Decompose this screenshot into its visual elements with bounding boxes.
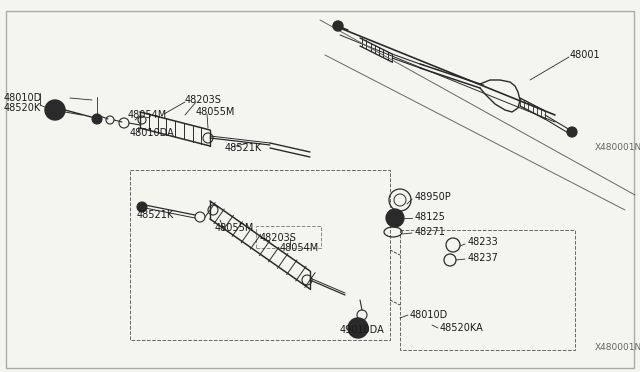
Text: X480001N: X480001N [595,343,640,352]
Text: 48203S: 48203S [260,233,297,243]
Text: 48010D: 48010D [410,310,448,320]
Text: 48520KA: 48520KA [440,323,484,333]
Text: 48521K: 48521K [137,210,174,220]
Circle shape [50,105,60,115]
Text: X480001N: X480001N [595,144,640,153]
Circle shape [391,214,399,222]
Text: 49010DA: 49010DA [340,325,385,335]
Text: 48125: 48125 [415,212,446,222]
Text: 48054M: 48054M [128,110,167,120]
Bar [256,226,321,248]
Text: 48233: 48233 [468,237,499,247]
Circle shape [348,318,368,338]
Text: 48055M: 48055M [215,223,254,233]
Text: 48001: 48001 [570,50,600,60]
Text: 48055M: 48055M [196,107,236,117]
Circle shape [333,21,343,31]
Text: 48520K: 48520K [4,103,41,113]
Circle shape [353,323,363,333]
Circle shape [92,114,102,124]
Circle shape [137,202,147,212]
Text: 48271: 48271 [415,227,446,237]
Circle shape [386,209,404,227]
Circle shape [45,100,65,120]
Text: 48010DA: 48010DA [130,128,175,138]
Text: 48237: 48237 [468,253,499,263]
Text: 48203S: 48203S [185,95,222,105]
Circle shape [567,127,577,137]
Text: 48521K: 48521K [225,143,262,153]
Text: 48010D: 48010D [4,93,42,103]
Text: 48054M: 48054M [280,243,319,253]
Text: 48950P: 48950P [415,192,452,202]
Circle shape [335,23,340,29]
